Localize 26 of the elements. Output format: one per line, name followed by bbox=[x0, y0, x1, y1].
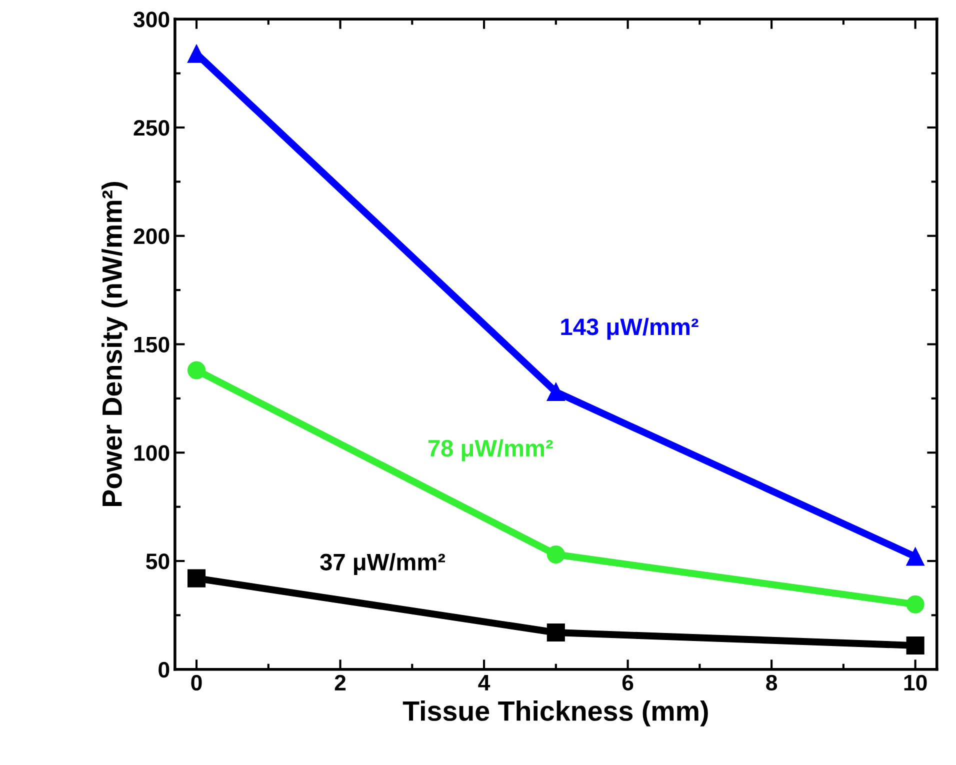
x-tick-label: 4 bbox=[478, 675, 490, 690]
y-tick-label: 250 bbox=[134, 120, 170, 136]
point bbox=[546, 382, 565, 401]
y-tick-label: 150 bbox=[134, 336, 170, 353]
series-label: 37 μW/mm² bbox=[320, 553, 446, 575]
series-label: 143 μW/mm² bbox=[561, 318, 698, 340]
point bbox=[546, 624, 565, 642]
y-axis-title: Power Density (nW/mm²) bbox=[102, 182, 128, 506]
x-tick-label: 2 bbox=[334, 674, 346, 690]
y-tick-label: 50 bbox=[146, 554, 170, 570]
x-tick-label: 8 bbox=[766, 674, 778, 691]
y-tick-label: 200 bbox=[134, 228, 170, 244]
point bbox=[187, 569, 206, 588]
x-tick-label: 10 bbox=[904, 674, 927, 691]
point bbox=[546, 545, 565, 564]
y-tick-label: 300 bbox=[134, 12, 170, 28]
point bbox=[906, 636, 924, 655]
y-tick-label: 0 bbox=[158, 662, 170, 678]
y-tick-label: 100 bbox=[134, 445, 170, 461]
x-axis-title: Tissue Thickness (mm) bbox=[402, 700, 708, 726]
point bbox=[906, 595, 924, 614]
point bbox=[906, 548, 924, 566]
x-tick-label: 0 bbox=[191, 674, 202, 691]
point bbox=[187, 361, 206, 380]
series-label: 78 μW/mm² bbox=[428, 439, 553, 462]
x-tick-label: 6 bbox=[622, 674, 634, 691]
